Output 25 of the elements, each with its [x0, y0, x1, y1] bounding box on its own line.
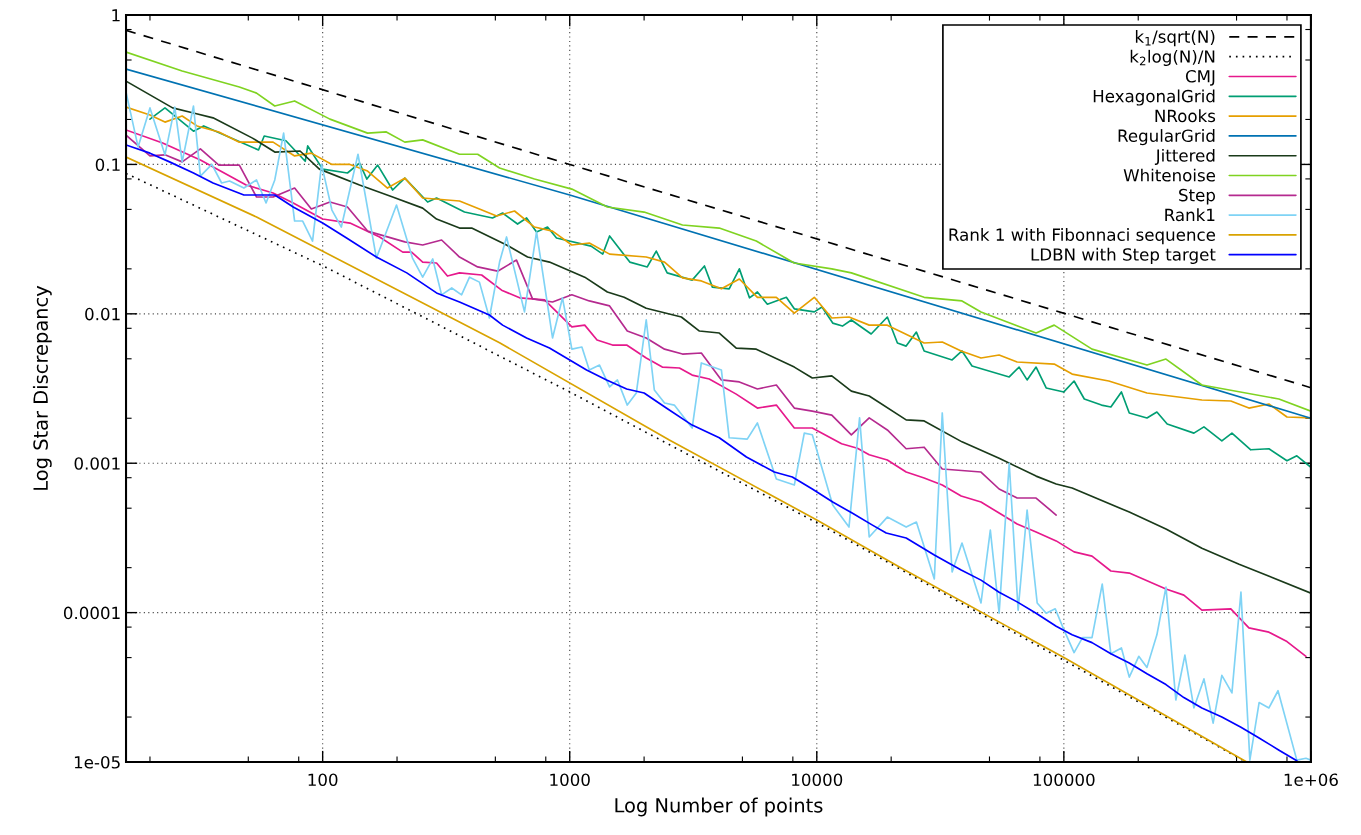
- legend-label: Step: [1179, 188, 1215, 205]
- x-axis-title: Log Number of points: [615, 797, 823, 817]
- legend-label: Rank1: [1165, 208, 1215, 222]
- legend-label: RegularGrid: [1118, 129, 1215, 146]
- legend-label: CMJ: [1185, 69, 1215, 86]
- legend-label: Whitenoise: [1123, 168, 1216, 182]
- y-tick-label: 0.001: [74, 457, 120, 470]
- legend-label: k$_{2}$log(N)/N: [1130, 49, 1215, 66]
- x-tick-label: 1e+06: [1284, 773, 1338, 787]
- legend-label: LDBN with Step target: [1031, 247, 1216, 264]
- y-tick-label: 0.1: [95, 158, 120, 171]
- legend-label: Jittered: [1154, 148, 1215, 165]
- x-tick-label: 10000: [792, 773, 843, 787]
- legend-label: NRooks: [1155, 109, 1216, 123]
- x-tick-label: 100000: [1033, 773, 1095, 787]
- y-tick-label: 0.01: [85, 307, 120, 321]
- y-axis-title: Log Star Discrepancy: [32, 285, 52, 490]
- y-tick-label: 0.0001: [63, 606, 120, 620]
- x-tick-label: 100: [308, 773, 338, 787]
- x-tick-label: 1000: [550, 773, 590, 787]
- legend-label: Rank 1 with Fibonnaci sequence: [949, 228, 1216, 245]
- legend-label: HexagonalGrid: [1093, 89, 1215, 106]
- legend-label: k$_{1}$/sqrt(N): [1135, 30, 1215, 47]
- y-tick-label: 1: [112, 9, 120, 22]
- y-tick-label: 1e-05: [74, 755, 120, 769]
